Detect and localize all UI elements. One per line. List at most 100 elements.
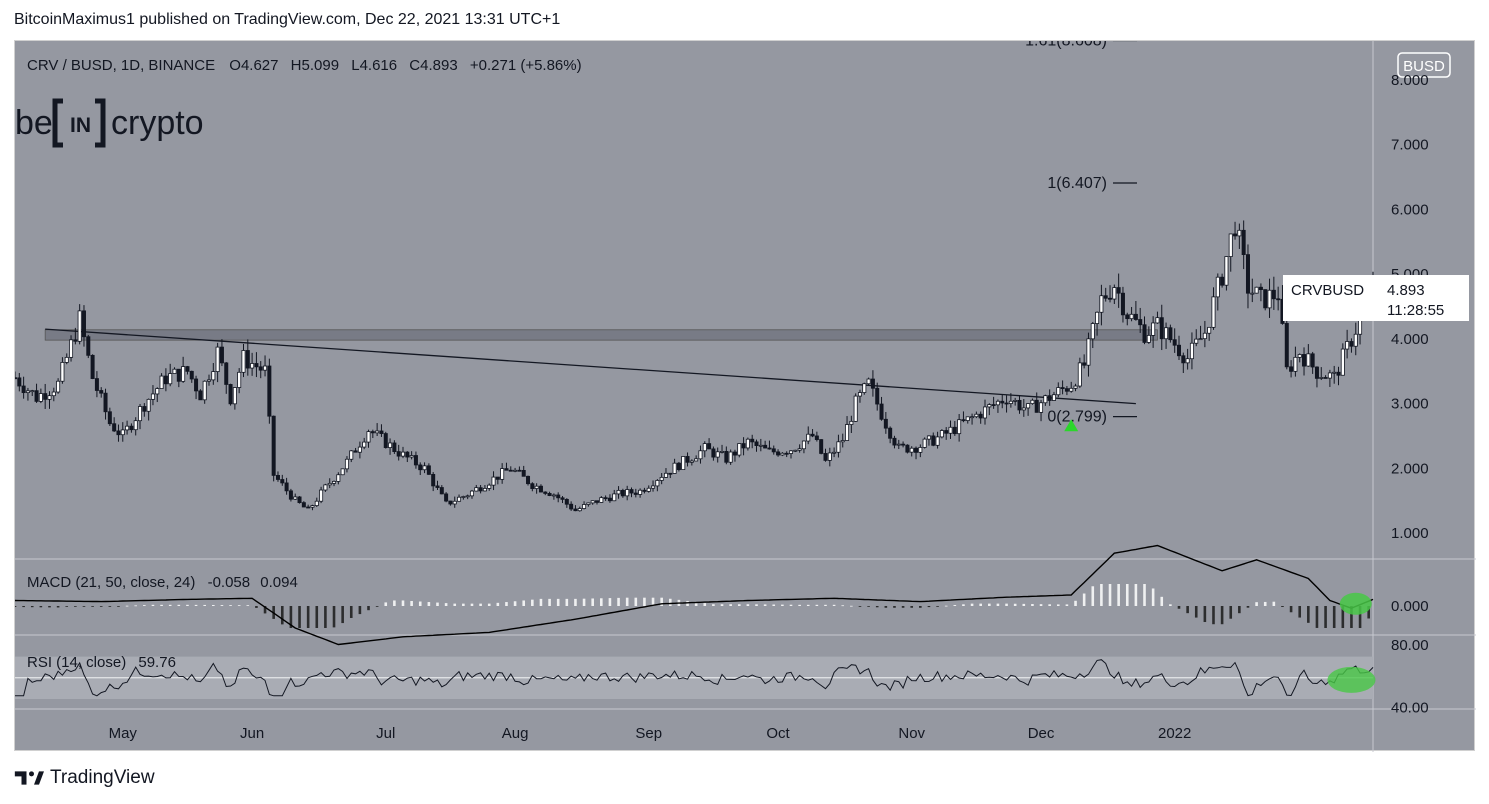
candle-body (254, 363, 259, 368)
candle-body (224, 362, 229, 385)
candle (1220, 273, 1225, 288)
macd-histogram-bar (160, 604, 163, 606)
candle (431, 472, 436, 492)
macd-label: MACD (21, 50, close, 24) (27, 574, 195, 591)
candle-body (827, 452, 832, 461)
candle-body (1267, 289, 1272, 309)
candle (896, 439, 901, 450)
candle (517, 466, 522, 472)
candle-body (857, 392, 862, 397)
candle (1004, 395, 1009, 413)
candle (125, 420, 130, 435)
candle-body (957, 419, 962, 435)
candle-body (970, 416, 975, 419)
candle-body (1034, 399, 1039, 413)
macd-histogram-bar (91, 606, 94, 607)
candle-body (517, 469, 522, 472)
candle (1237, 223, 1242, 249)
candle-body (1069, 387, 1074, 392)
candle-body (90, 354, 95, 379)
candle-body (754, 441, 759, 446)
candle (461, 495, 466, 500)
candle-body (198, 390, 203, 401)
candle (1310, 351, 1315, 374)
candle-body (103, 392, 108, 413)
candle (991, 396, 996, 409)
candle-body (724, 451, 729, 463)
candle (521, 465, 526, 477)
x-axis-tick-label: Jun (240, 725, 264, 742)
candle (1293, 346, 1298, 377)
green-up-arrow-icon (1064, 419, 1079, 432)
macd-histogram-bar (1048, 604, 1051, 606)
candle (284, 477, 289, 495)
candle (715, 447, 720, 463)
candle (1302, 347, 1307, 376)
candle (353, 447, 358, 453)
candle (870, 370, 875, 397)
macd-histogram-bar (582, 598, 586, 606)
candle (181, 356, 186, 383)
candle-body (732, 451, 737, 456)
candle (810, 429, 815, 438)
candle-body (301, 502, 306, 508)
candle-body (1237, 229, 1242, 237)
candle-body (418, 464, 423, 471)
fib-level: 1.61(8.608) (1025, 41, 1137, 49)
candle-body (991, 404, 996, 406)
candle-body (814, 435, 819, 440)
y-axis-tick-label: 8.000 (1391, 72, 1429, 89)
candle-body (789, 450, 794, 454)
macd-histogram-bar (781, 604, 784, 606)
candle-body (909, 447, 914, 453)
chart-frame[interactable]: be IN crypto CRV / BUSD, 1D, BINANCE O4.… (14, 40, 1476, 752)
macd-histogram-bar (143, 605, 146, 606)
candle (487, 483, 492, 491)
candle-body (500, 468, 505, 480)
candle-body (961, 419, 966, 422)
candle (1168, 324, 1173, 343)
candle (1250, 278, 1255, 303)
candle (620, 488, 625, 498)
candle (737, 443, 742, 458)
candle-body (409, 455, 414, 458)
macd-histogram-bar (1039, 604, 1043, 606)
candle (107, 407, 112, 427)
candle (457, 494, 462, 502)
candle-body (607, 497, 612, 502)
macd-histogram-bar (970, 603, 974, 606)
candle (582, 501, 587, 510)
macd-histogram-bar (996, 603, 1000, 606)
candle (853, 393, 858, 422)
macd-histogram-bar (737, 604, 741, 606)
candle (1030, 398, 1035, 405)
candle (1125, 312, 1130, 326)
macd-histogram-bar (427, 602, 431, 606)
candle (245, 339, 250, 376)
candle-body (1228, 233, 1233, 257)
candle (784, 451, 789, 458)
candle-body (1323, 377, 1328, 379)
candle-body (38, 393, 43, 402)
candle-body (534, 485, 539, 489)
candle (15, 371, 18, 380)
candle (215, 342, 220, 383)
macd-histogram-bar (1082, 593, 1086, 606)
candle-body (181, 366, 186, 382)
macd-histogram-bar (125, 605, 129, 607)
chart-canvas[interactable]: be IN crypto CRV / BUSD, 1D, BINANCE O4.… (15, 41, 1476, 752)
candle-body (914, 447, 919, 453)
macd-histogram-bar (1091, 586, 1095, 606)
candle-body (845, 424, 850, 441)
candle-body (94, 378, 99, 391)
candle (534, 483, 539, 494)
candle-body (465, 495, 470, 498)
currency-button[interactable]: BUSD (1397, 52, 1451, 78)
candle (405, 451, 410, 463)
candle (396, 444, 401, 461)
macd-histogram-bar (893, 606, 896, 608)
candle-body (1013, 399, 1018, 402)
candle (465, 494, 470, 500)
candle (836, 434, 841, 458)
macd-histogram-bar (772, 604, 776, 606)
